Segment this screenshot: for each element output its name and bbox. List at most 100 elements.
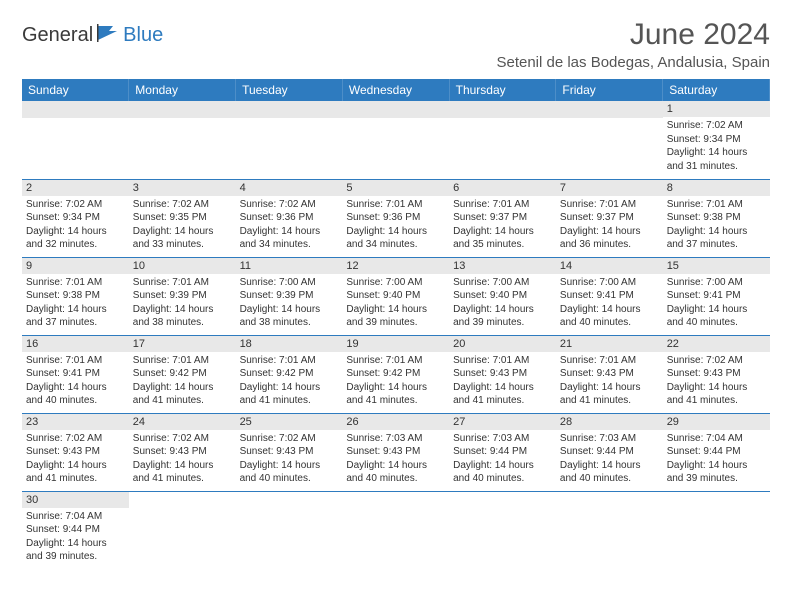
day-details: Sunrise: 7:00 AMSunset: 9:41 PMDaylight:…: [556, 274, 663, 334]
day-number: 10: [129, 258, 236, 274]
calendar-day-cell: 25Sunrise: 7:02 AMSunset: 9:43 PMDayligh…: [236, 413, 343, 491]
day-details: Sunrise: 7:02 AMSunset: 9:35 PMDaylight:…: [129, 196, 236, 256]
day-details: Sunrise: 7:02 AMSunset: 9:43 PMDaylight:…: [22, 430, 129, 490]
day-number: 3: [129, 180, 236, 196]
calendar-day-cell: 24Sunrise: 7:02 AMSunset: 9:43 PMDayligh…: [129, 413, 236, 491]
day-details: Sunrise: 7:01 AMSunset: 9:42 PMDaylight:…: [129, 352, 236, 412]
calendar-day-cell: [449, 101, 556, 179]
calendar-week-row: 16Sunrise: 7:01 AMSunset: 9:41 PMDayligh…: [22, 335, 770, 413]
dow-header: Monday: [129, 79, 236, 101]
day-details: Sunrise: 7:01 AMSunset: 9:42 PMDaylight:…: [342, 352, 449, 412]
calendar-day-cell: 14Sunrise: 7:00 AMSunset: 9:41 PMDayligh…: [556, 257, 663, 335]
day-details: Sunrise: 7:01 AMSunset: 9:36 PMDaylight:…: [342, 196, 449, 256]
calendar-day-cell: 9Sunrise: 7:01 AMSunset: 9:38 PMDaylight…: [22, 257, 129, 335]
day-number: 23: [22, 414, 129, 430]
calendar-day-cell: [556, 101, 663, 179]
calendar-day-cell: 23Sunrise: 7:02 AMSunset: 9:43 PMDayligh…: [22, 413, 129, 491]
calendar-day-cell: 4Sunrise: 7:02 AMSunset: 9:36 PMDaylight…: [236, 179, 343, 257]
day-number: 14: [556, 258, 663, 274]
calendar-body: 1Sunrise: 7:02 AMSunset: 9:34 PMDaylight…: [22, 101, 770, 569]
day-number-blank: [129, 101, 236, 118]
calendar-day-cell: 26Sunrise: 7:03 AMSunset: 9:43 PMDayligh…: [342, 413, 449, 491]
calendar-week-row: 30Sunrise: 7:04 AMSunset: 9:44 PMDayligh…: [22, 491, 770, 569]
day-details: Sunrise: 7:03 AMSunset: 9:43 PMDaylight:…: [342, 430, 449, 490]
day-number: 2: [22, 180, 129, 196]
header: General Blue June 2024 Setenil de las Bo…: [22, 18, 770, 71]
day-number: 11: [236, 258, 343, 274]
day-number-blank: [556, 101, 663, 118]
day-number: 24: [129, 414, 236, 430]
calendar-day-cell: 19Sunrise: 7:01 AMSunset: 9:42 PMDayligh…: [342, 335, 449, 413]
calendar-day-cell: [129, 101, 236, 179]
day-number: 13: [449, 258, 556, 274]
calendar-day-cell: 20Sunrise: 7:01 AMSunset: 9:43 PMDayligh…: [449, 335, 556, 413]
day-number: 12: [342, 258, 449, 274]
brand-text-1: General: [22, 24, 93, 47]
calendar-day-cell: 13Sunrise: 7:00 AMSunset: 9:40 PMDayligh…: [449, 257, 556, 335]
day-number: 22: [663, 336, 770, 352]
day-details: Sunrise: 7:02 AMSunset: 9:43 PMDaylight:…: [129, 430, 236, 490]
calendar-day-cell: 6Sunrise: 7:01 AMSunset: 9:37 PMDaylight…: [449, 179, 556, 257]
calendar-day-cell: 11Sunrise: 7:00 AMSunset: 9:39 PMDayligh…: [236, 257, 343, 335]
day-number: 25: [236, 414, 343, 430]
day-number: 17: [129, 336, 236, 352]
day-details: Sunrise: 7:02 AMSunset: 9:34 PMDaylight:…: [22, 196, 129, 256]
day-details: Sunrise: 7:00 AMSunset: 9:40 PMDaylight:…: [342, 274, 449, 334]
day-number: 29: [663, 414, 770, 430]
day-details: Sunrise: 7:03 AMSunset: 9:44 PMDaylight:…: [556, 430, 663, 490]
calendar-week-row: 1Sunrise: 7:02 AMSunset: 9:34 PMDaylight…: [22, 101, 770, 179]
calendar-day-cell: [663, 491, 770, 569]
day-details: Sunrise: 7:03 AMSunset: 9:44 PMDaylight:…: [449, 430, 556, 490]
title-block: June 2024 Setenil de las Bodegas, Andalu…: [496, 18, 770, 71]
calendar-day-cell: 12Sunrise: 7:00 AMSunset: 9:40 PMDayligh…: [342, 257, 449, 335]
day-details: Sunrise: 7:00 AMSunset: 9:40 PMDaylight:…: [449, 274, 556, 334]
day-number: 21: [556, 336, 663, 352]
calendar-day-cell: 10Sunrise: 7:01 AMSunset: 9:39 PMDayligh…: [129, 257, 236, 335]
calendar-week-row: 2Sunrise: 7:02 AMSunset: 9:34 PMDaylight…: [22, 179, 770, 257]
calendar-day-cell: 16Sunrise: 7:01 AMSunset: 9:41 PMDayligh…: [22, 335, 129, 413]
calendar-day-cell: [236, 491, 343, 569]
calendar-day-cell: [22, 101, 129, 179]
day-details: Sunrise: 7:01 AMSunset: 9:38 PMDaylight:…: [22, 274, 129, 334]
day-details: Sunrise: 7:01 AMSunset: 9:43 PMDaylight:…: [449, 352, 556, 412]
calendar-day-cell: 30Sunrise: 7:04 AMSunset: 9:44 PMDayligh…: [22, 491, 129, 569]
day-number: 5: [342, 180, 449, 196]
day-details: Sunrise: 7:01 AMSunset: 9:37 PMDaylight:…: [556, 196, 663, 256]
day-number-blank: [22, 101, 129, 118]
day-number: 30: [22, 492, 129, 508]
day-number: 4: [236, 180, 343, 196]
dow-header: Friday: [556, 79, 663, 101]
day-number: 9: [22, 258, 129, 274]
day-details: Sunrise: 7:00 AMSunset: 9:39 PMDaylight:…: [236, 274, 343, 334]
calendar-day-cell: [449, 491, 556, 569]
day-number: 8: [663, 180, 770, 196]
dow-header: Thursday: [449, 79, 556, 101]
calendar-day-cell: [236, 101, 343, 179]
day-details: Sunrise: 7:02 AMSunset: 9:34 PMDaylight:…: [663, 117, 770, 177]
calendar-day-cell: 27Sunrise: 7:03 AMSunset: 9:44 PMDayligh…: [449, 413, 556, 491]
calendar-day-cell: 2Sunrise: 7:02 AMSunset: 9:34 PMDaylight…: [22, 179, 129, 257]
brand-logo: General Blue: [22, 18, 163, 47]
day-details: Sunrise: 7:01 AMSunset: 9:42 PMDaylight:…: [236, 352, 343, 412]
day-number: 28: [556, 414, 663, 430]
calendar-day-cell: 5Sunrise: 7:01 AMSunset: 9:36 PMDaylight…: [342, 179, 449, 257]
day-number-blank: [449, 101, 556, 118]
day-number-blank: [236, 101, 343, 118]
calendar-day-cell: 3Sunrise: 7:02 AMSunset: 9:35 PMDaylight…: [129, 179, 236, 257]
day-details: Sunrise: 7:02 AMSunset: 9:43 PMDaylight:…: [663, 352, 770, 412]
calendar-day-cell: [342, 101, 449, 179]
calendar-day-cell: 17Sunrise: 7:01 AMSunset: 9:42 PMDayligh…: [129, 335, 236, 413]
calendar-day-cell: [129, 491, 236, 569]
calendar-day-cell: 28Sunrise: 7:03 AMSunset: 9:44 PMDayligh…: [556, 413, 663, 491]
dow-header: Saturday: [663, 79, 770, 101]
calendar-day-cell: 8Sunrise: 7:01 AMSunset: 9:38 PMDaylight…: [663, 179, 770, 257]
day-number: 16: [22, 336, 129, 352]
day-number: 1: [663, 101, 770, 117]
flag-icon: [97, 24, 119, 47]
calendar-week-row: 23Sunrise: 7:02 AMSunset: 9:43 PMDayligh…: [22, 413, 770, 491]
day-details: Sunrise: 7:01 AMSunset: 9:43 PMDaylight:…: [556, 352, 663, 412]
day-details: Sunrise: 7:01 AMSunset: 9:38 PMDaylight:…: [663, 196, 770, 256]
calendar-day-cell: 18Sunrise: 7:01 AMSunset: 9:42 PMDayligh…: [236, 335, 343, 413]
day-details: Sunrise: 7:04 AMSunset: 9:44 PMDaylight:…: [663, 430, 770, 490]
dow-header: Wednesday: [342, 79, 449, 101]
